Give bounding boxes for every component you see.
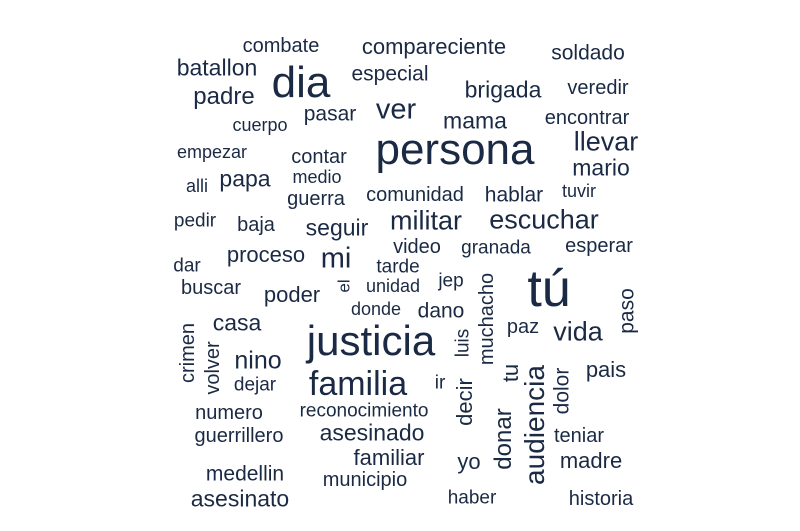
word-57: pais [585,357,627,382]
word-65: reconocimiento [299,400,429,422]
word-50: justicia [306,317,436,364]
word-27: baja [237,214,275,236]
word-43: poder [263,282,321,307]
word-41: unidad [365,276,421,296]
word-19: alli [185,176,209,196]
word-75: asesinato [190,485,290,512]
word-76: haber [447,487,497,509]
word-70: familiar [353,445,425,470]
word-17: contar [291,146,347,168]
word-0: combate [242,35,320,57]
word-63: dolor [550,367,574,415]
word-24: hablar [484,183,544,207]
word-77: historia [568,488,634,510]
word-52: paz [506,316,540,338]
word-21: medio [292,167,342,187]
word-4: dia [271,58,331,107]
word-48: casa [212,309,262,336]
word-25: tuvir [561,181,597,201]
word-16: empezar [176,142,248,162]
word-39: buscar [180,277,242,299]
word-62: audiencia [519,365,550,485]
word-6: padre [193,83,255,110]
word-20: papa [219,165,271,192]
word-72: madre [559,448,623,473]
word-55: nino [234,346,282,375]
word-3: batallon [176,54,258,81]
word-47: dano [417,299,465,323]
word-10: ver [375,93,417,126]
word-11: mama [443,107,507,134]
word-31: proceso [226,242,306,267]
word-35: dar [173,255,201,277]
word-69: teniar [553,425,605,447]
word-1: compareciente [361,34,507,59]
word-36: mi [320,242,352,275]
word-60: ir [434,372,446,394]
word-7: brigada [464,76,542,103]
word-46: donde [350,299,402,319]
word-44: muchacho [476,272,498,366]
word-33: granada [461,237,531,259]
word-54: volver [202,341,224,395]
word-38: tú [527,260,571,318]
word-23: comunidad [366,184,464,206]
word-74: municipio [322,469,408,491]
word-53: vida [553,316,603,347]
word-58: familia [308,365,408,403]
word-61: decir [452,378,477,426]
word-37: tarde [376,256,420,278]
word-12: encontrar [544,107,630,129]
word-26: pedir [173,210,217,232]
word-40: el [334,279,354,293]
word-51: luis [452,328,474,358]
word-29: militar [390,205,462,236]
word-13: cuerpo [232,115,288,135]
word-30: escuchar [489,204,599,235]
word-28: seguir [305,214,369,241]
word-45: paso [615,288,639,334]
word-14: persona [375,125,535,174]
word-73: medellin [205,462,285,486]
word-32: video [393,236,441,258]
word-2: soldado [551,41,625,65]
word-34: esperar [565,235,633,257]
word-18: mario [572,154,630,181]
word-15: llevar [573,126,639,157]
word-49: crimen [177,322,199,384]
word-22: guerra [287,188,345,210]
word-9: pasar [303,102,357,126]
word-68: donar [490,408,517,470]
word-59: dejar [233,374,277,396]
word-42: jep [438,270,464,292]
word-8: veredir [567,77,629,99]
word-5: especial [351,62,429,86]
word-67: asesinado [319,419,425,446]
word-66: guerrillero [194,425,284,447]
word-71: yo [457,449,481,474]
word-64: numero [195,402,263,424]
